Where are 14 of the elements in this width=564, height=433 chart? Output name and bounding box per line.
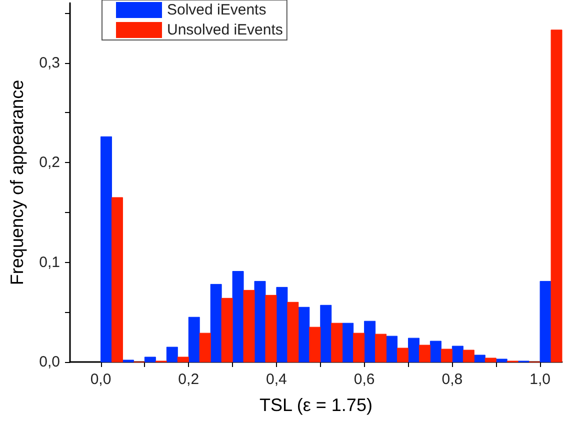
y-tick-label: 0,2 bbox=[39, 154, 60, 172]
x-tick-label: 0,4 bbox=[266, 371, 287, 388]
x-tick-label: 1,0 bbox=[530, 371, 550, 388]
x-tick-label: 0,8 bbox=[442, 371, 463, 388]
y-tick-label: 0,0 bbox=[39, 354, 60, 370]
y-axis-title: Frequency of appearance bbox=[7, 80, 27, 286]
y-tick-label: 0,1 bbox=[39, 254, 60, 271]
x-tick-label: 0,0 bbox=[90, 371, 112, 388]
legend-label: Solved iEvents bbox=[167, 2, 266, 18]
y-tick-label: 0,3 bbox=[39, 54, 60, 72]
x-axis-title: TSL (ε = 1.75) bbox=[260, 395, 372, 415]
legend-label: Unsolved iEvents bbox=[167, 22, 283, 38]
x-tick-label: 0,6 bbox=[354, 371, 375, 388]
x-tick-label: 0,2 bbox=[178, 371, 200, 388]
